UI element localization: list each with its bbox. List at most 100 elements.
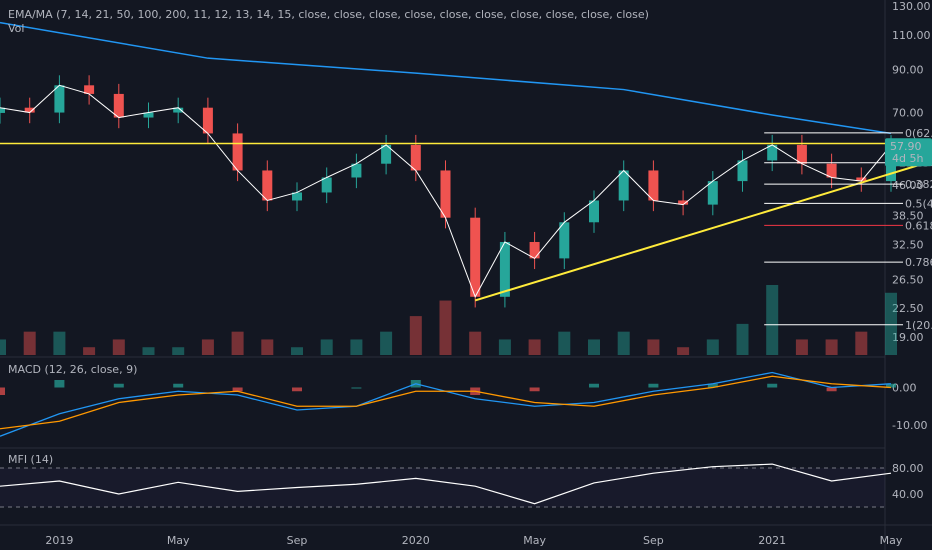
last-price-badge xyxy=(885,138,932,167)
volume-bar xyxy=(231,331,244,355)
price-tick-label: 32.50 xyxy=(892,239,924,252)
candle xyxy=(856,177,867,182)
volume-bar xyxy=(498,339,511,355)
mfi-line xyxy=(0,463,892,505)
macd-histogram-bar xyxy=(767,383,778,388)
volume-bar xyxy=(706,339,719,355)
bar-countdown: 4d 5h xyxy=(892,152,923,165)
ema200-line xyxy=(0,21,892,135)
price-tick-label: 38.50 xyxy=(892,209,924,222)
volume-bar xyxy=(736,323,749,355)
price-tick-label: 46.00 xyxy=(892,179,924,192)
macd-histogram-bar xyxy=(54,380,65,388)
candle xyxy=(499,241,510,297)
volume-bar xyxy=(172,347,185,355)
mfi-tick-label: 40.00 xyxy=(892,488,924,501)
fib-level-label: 0.382(46.20) xyxy=(905,178,932,191)
candle xyxy=(529,241,540,259)
macd-histogram-bar xyxy=(707,383,718,388)
volume-bar xyxy=(320,339,333,355)
ema7-line xyxy=(0,84,892,298)
macd-legend[interactable]: MACD (12, 26, close, 9) xyxy=(8,363,138,376)
macd-histogram-bar xyxy=(351,387,362,389)
mfi-legend[interactable]: MFI (14) xyxy=(8,453,54,466)
mfi-tick-label: 80.00 xyxy=(892,462,924,475)
volume-bar xyxy=(795,339,808,355)
macd-tick-label: -10.00 xyxy=(892,419,927,432)
volume-bar xyxy=(766,285,779,355)
candle xyxy=(84,85,95,94)
time-tick-label: Sep xyxy=(287,534,308,547)
rising-trendline xyxy=(474,160,932,302)
macd-histogram-bar xyxy=(232,387,243,392)
candle xyxy=(292,192,302,201)
candle xyxy=(826,163,837,178)
candle xyxy=(262,170,273,201)
macd-histogram-bar xyxy=(529,387,540,392)
macd-line xyxy=(0,371,892,437)
candle xyxy=(173,107,184,113)
time-tick-label: 2021 xyxy=(758,534,786,547)
candle xyxy=(381,144,392,164)
fib-level-label: 0.786(29.35) xyxy=(905,256,932,269)
volume-bar xyxy=(647,339,660,355)
time-tick-label: May xyxy=(523,534,546,547)
volume-bar xyxy=(617,331,630,355)
volume-bar xyxy=(380,331,393,355)
volume-bar xyxy=(142,347,155,355)
candle xyxy=(143,112,154,118)
ema-legend[interactable]: EMA/MA (7, 14, 21, 50, 100, 200, 11, 12,… xyxy=(8,8,649,21)
candle xyxy=(0,107,5,113)
candle xyxy=(678,200,689,205)
macd-histogram-bar xyxy=(292,387,302,392)
macd-histogram-bar xyxy=(589,383,599,388)
time-tick-label: May xyxy=(167,534,190,547)
volume-bar xyxy=(558,331,571,355)
macd-histogram-bar xyxy=(113,383,124,388)
volume-bar xyxy=(261,339,274,355)
signal-line xyxy=(0,375,892,430)
volume-bar xyxy=(291,347,303,355)
candle xyxy=(351,163,362,178)
volume-bar xyxy=(350,339,363,355)
volume-bar xyxy=(112,339,125,355)
fib-level-label: 0.618(36.35) xyxy=(905,219,932,232)
candle xyxy=(796,144,807,164)
price-tick-label: 26.50 xyxy=(892,274,924,287)
volume-bar xyxy=(53,331,66,355)
candle xyxy=(470,217,481,297)
volume-bar xyxy=(825,339,838,355)
candle xyxy=(232,133,243,171)
candle xyxy=(440,170,451,218)
volume-bar xyxy=(855,331,868,355)
macd-histogram-bar xyxy=(648,383,659,388)
macd-histogram-bar xyxy=(826,387,837,392)
fib-level-label: 1(20.40) xyxy=(905,319,932,332)
macd-tick-label: 0.00 xyxy=(892,382,917,395)
price-tick-label: 110.00 xyxy=(892,29,931,42)
volume-bar xyxy=(201,339,214,355)
macd-histogram-bar xyxy=(886,383,896,388)
price-tick-label: 90.00 xyxy=(892,63,924,76)
time-tick-label: May xyxy=(880,534,903,547)
price-tick-label: 70.00 xyxy=(892,107,924,120)
volume-bar xyxy=(885,292,897,355)
volume-bar xyxy=(23,331,36,355)
price-tick-label: 22.50 xyxy=(892,302,924,315)
time-tick-label: Sep xyxy=(643,534,664,547)
candle xyxy=(202,107,213,134)
candle xyxy=(648,170,659,201)
volume-bar xyxy=(83,347,96,355)
macd-histogram-bar xyxy=(173,383,184,388)
candle xyxy=(767,144,778,161)
volume-bar xyxy=(409,316,422,355)
volume-bar xyxy=(469,331,482,355)
mfi-band xyxy=(0,468,885,507)
fib-level-label: 0(62.20) xyxy=(905,127,932,140)
last-price-value: 57.90 xyxy=(890,140,922,153)
candle xyxy=(589,200,599,223)
volume-legend[interactable]: Vol xyxy=(8,22,25,35)
time-tick-label: 2020 xyxy=(402,534,430,547)
fib-level-label: 0.5(41.30) xyxy=(905,197,932,210)
